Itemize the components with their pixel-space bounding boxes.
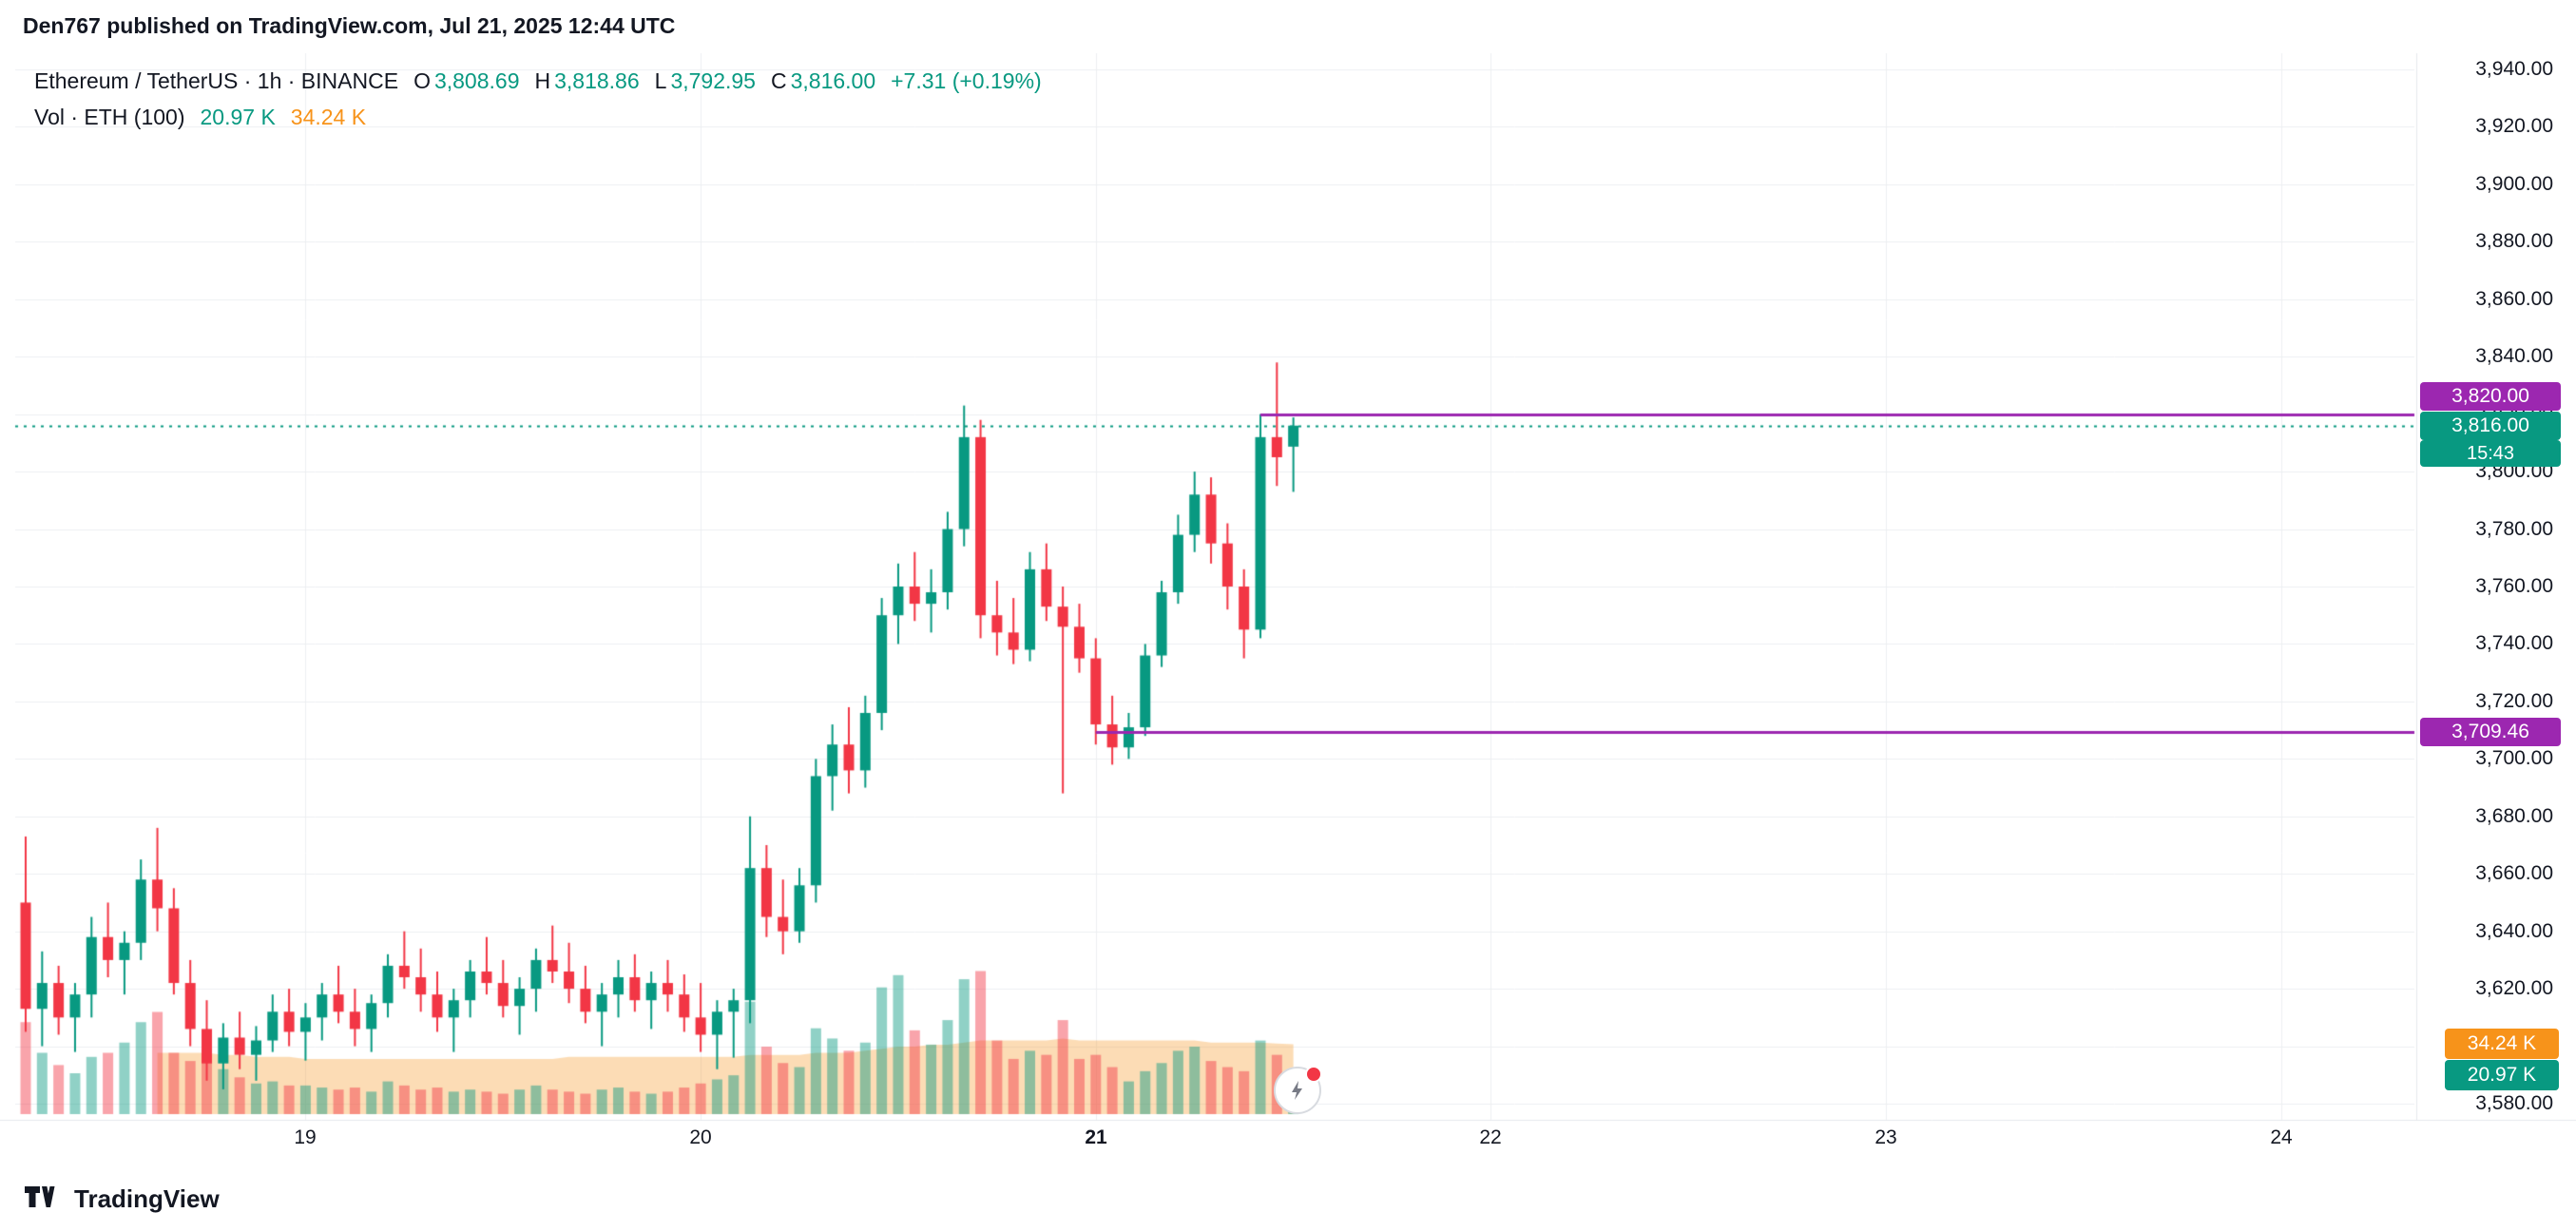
level-price-badge-upper: 3,820.00 — [2420, 382, 2561, 411]
time-axis[interactable]: 19 20 21 22 23 24 — [0, 1126, 2576, 1164]
lightning-icon — [1292, 1081, 1302, 1100]
price-axis-label: 3,900.00 — [2475, 173, 2553, 195]
current-price-badge: 3,816.00 — [2420, 412, 2561, 440]
price-axis-label: 3,640.00 — [2475, 920, 2553, 942]
bar-countdown-badge: 15:43 — [2420, 440, 2561, 467]
price-axis-label: 3,880.00 — [2475, 230, 2553, 252]
price-axis-label: 3,580.00 — [2475, 1092, 2553, 1114]
price-axis-label: 3,680.00 — [2475, 805, 2553, 827]
price-axis-label: 3,860.00 — [2475, 288, 2553, 310]
time-axis-label: 20 — [689, 1126, 712, 1148]
volume-ma-badge: 34.24 K — [2445, 1029, 2559, 1059]
time-axis-label: 21 — [1085, 1126, 1107, 1148]
ohlc-low-label: L — [654, 68, 667, 93]
price-axis-label: 3,840.00 — [2475, 345, 2553, 367]
volume-indicator-label[interactable]: Vol · ETH (100) — [34, 105, 185, 129]
price-axis-label: 3,660.00 — [2475, 862, 2553, 884]
time-axis-label: 23 — [1874, 1126, 1897, 1148]
market-status-button[interactable] — [1274, 1066, 1322, 1114]
footer-brand[interactable]: TradingView — [25, 1184, 220, 1214]
volume-last-badge: 20.97 K — [2445, 1060, 2559, 1090]
price-axis-label: 3,720.00 — [2475, 690, 2553, 712]
ohlc-close-value: 3,816.00 — [790, 68, 876, 93]
volume-ma-value: 34.24 K — [290, 105, 367, 129]
ohlc-open-value: 3,808.69 — [433, 68, 520, 93]
ohlc-low-value: 3,792.95 — [670, 68, 756, 93]
volume-current-value: 20.97 K — [200, 105, 276, 129]
volume-legend: Vol · ETH (100) 20.97 K 34.24 K — [34, 105, 366, 130]
symbol-title[interactable]: Ethereum / TetherUS · 1h · BINANCE — [34, 68, 399, 93]
change-value: +7.31 (+0.19%) — [891, 68, 1042, 93]
price-axis-label: 3,780.00 — [2475, 518, 2553, 540]
price-axis-label: 3,740.00 — [2475, 632, 2553, 654]
time-axis-label: 19 — [294, 1126, 317, 1148]
ohlc-open-label: O — [413, 68, 431, 93]
price-axis-label: 3,940.00 — [2475, 58, 2553, 80]
tradingview-logo-icon — [25, 1185, 55, 1207]
price-axis-label: 3,700.00 — [2475, 747, 2553, 769]
publish-header: Den767 published on TradingView.com, Jul… — [23, 13, 676, 38]
price-axis-label: 3,920.00 — [2475, 115, 2553, 137]
notification-dot — [1305, 1066, 1322, 1083]
footer-brand-text: TradingView — [74, 1184, 220, 1213]
time-axis-label: 22 — [1479, 1126, 1502, 1148]
price-axis-label: 3,620.00 — [2475, 977, 2553, 999]
ohlc-close-label: C — [770, 68, 787, 93]
symbol-legend: Ethereum / TetherUS · 1h · BINANCE O 3,808… — [34, 68, 1042, 94]
ohlc-high-value: 3,818.86 — [554, 68, 640, 93]
price-axis-label: 3,760.00 — [2475, 575, 2553, 597]
ohlc-high-label: H — [534, 68, 551, 93]
level-price-badge-lower: 3,709.46 — [2420, 718, 2561, 746]
time-axis-label: 24 — [2270, 1126, 2293, 1148]
